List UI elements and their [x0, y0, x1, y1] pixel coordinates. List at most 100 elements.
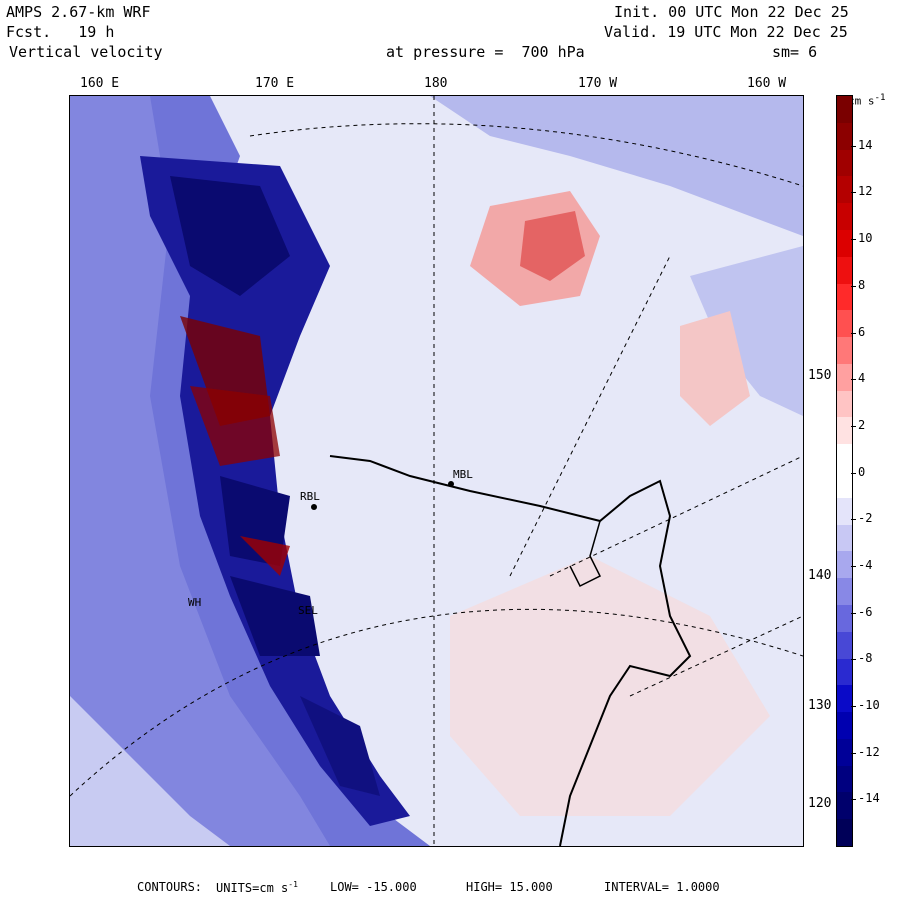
colorbar-label: 4: [858, 371, 866, 385]
blue-region-west-inner: [70, 96, 330, 846]
ascent-streak-3: [240, 536, 290, 576]
lon-label: 160 W: [747, 76, 787, 91]
pressure-label: at pressure =: [386, 43, 504, 61]
colorbar-label: 2: [858, 418, 866, 432]
valid-time: Valid. 19 UTC Mon 22 Dec 25: [604, 23, 848, 41]
map-canvas: [70, 96, 803, 846]
pink-region-east: [680, 311, 750, 426]
init-time: Init. 00 UTC Mon 22 Dec 25: [614, 3, 849, 21]
pressure-level: at pressure = 700 hPa: [386, 44, 585, 61]
blue-region-east: [690, 246, 803, 416]
colorbar-label: -14: [858, 791, 880, 805]
model-title: AMPS 2.67-km WRF: [6, 3, 151, 21]
colorbar-label: 12: [858, 184, 873, 198]
red-core-north: [520, 211, 585, 281]
colorbar-segment: [837, 551, 852, 579]
meridian-line: [509, 255, 671, 577]
colorbar-segment: [837, 337, 852, 365]
colorbar-segment: [837, 712, 852, 740]
colorbar-segment: [837, 604, 852, 633]
field-name: Vertical velocity: [9, 43, 163, 61]
band-core-1: [170, 176, 290, 296]
colorbar-segment: [837, 229, 852, 258]
colorbar-label: 6: [858, 325, 866, 339]
colorbar-segment: [837, 390, 852, 418]
parallel-line-north: [249, 123, 803, 187]
parallel-line: [70, 608, 803, 797]
colorbar-tick: [851, 333, 856, 334]
colorbar-tick: [851, 659, 856, 660]
forecast-label: Fcst. 19 h: [6, 24, 114, 41]
colorbar-segment: [837, 738, 852, 767]
colorbar-label: -8: [858, 651, 873, 665]
colorbar-segment: [837, 819, 852, 847]
colorbar-tick: [851, 192, 856, 193]
station-marker-rbl: [311, 504, 317, 510]
colorbar-label: -10: [858, 698, 880, 712]
ascent-streak-2: [190, 386, 280, 466]
station-label-wh: WH: [188, 596, 202, 609]
colorbar-label: 14: [858, 138, 873, 152]
colorbar-segment: [837, 631, 852, 659]
colorbar-segment: [837, 658, 852, 686]
colorbar-segment: [837, 578, 852, 606]
colorbar-segment: [837, 363, 852, 392]
colorbar-segment: [837, 149, 852, 177]
footer-units-text: UNITS=cm s: [216, 881, 289, 895]
lon-label: 180: [424, 76, 448, 91]
colorbar-label: 8: [858, 278, 866, 292]
colorbar-segment: [837, 283, 852, 311]
colorbar-tick: [851, 473, 856, 474]
colorbar-segment: [837, 122, 852, 151]
footer-units: UNITS=cm s-1: [216, 880, 298, 895]
colorbar-tick: [851, 379, 856, 380]
colorbar-label: -12: [858, 745, 880, 759]
ice-shelf-edge: [569, 520, 602, 588]
colorbar-segment: [837, 417, 852, 445]
station-label-rbl: RBL: [300, 490, 320, 503]
colorbar-segment: [837, 471, 852, 499]
colorbar-label: 10: [858, 231, 873, 245]
band-core-3: [230, 576, 320, 656]
colorbar-label: -6: [858, 605, 873, 619]
colorbar-segment: [837, 256, 852, 284]
colorbar-tick: [851, 286, 856, 287]
colorbar-tick: [851, 239, 856, 240]
lon-label: 170 E: [255, 76, 295, 91]
colorbar-tick: [851, 799, 856, 800]
footer-interval: INTERVAL= 1.0000: [604, 880, 720, 894]
colorbar-tick: [851, 426, 856, 427]
meridian-line: [549, 455, 803, 577]
footer-high: HIGH= 15.000: [466, 880, 553, 894]
colorbar-tick: [851, 146, 856, 147]
colorbar-segment: [837, 96, 852, 124]
colorbar-tick: [851, 706, 856, 707]
colorbar-tick: [851, 753, 856, 754]
colorbar-segment: [837, 176, 852, 204]
station-marker-mbl: [448, 481, 454, 487]
pink-region-south: [450, 556, 770, 816]
pressure-value: 700 hPa: [521, 43, 585, 61]
colorbar-segment: [837, 444, 852, 472]
lon-label: 160 E: [80, 76, 120, 91]
colorbar-units-text: cm s: [848, 94, 875, 108]
colorbar-segment: [837, 792, 852, 820]
colorbar-label: -2: [858, 511, 873, 525]
colorbar-segment: [837, 685, 852, 713]
colorbar-segment: [837, 524, 852, 552]
band-core-4: [300, 696, 380, 796]
colorbar-units: cm s-1: [848, 92, 886, 108]
colorbar-label: 0: [858, 465, 866, 479]
colorbar-tick: [851, 566, 856, 567]
footer-contours: CONTOURS:: [137, 880, 203, 894]
colorbar-tick: [851, 613, 856, 614]
colorbar-segment: [837, 497, 852, 526]
colorbar: [836, 95, 853, 847]
lon-label: 170 W: [578, 76, 618, 91]
station-label-mbl: MBL: [453, 468, 473, 481]
colorbar-segment: [837, 765, 852, 793]
blue-region-north: [430, 96, 803, 236]
fcst-label: Fcst.: [6, 23, 52, 41]
pale-region-southwest: [70, 696, 230, 846]
coastline: [329, 455, 692, 846]
